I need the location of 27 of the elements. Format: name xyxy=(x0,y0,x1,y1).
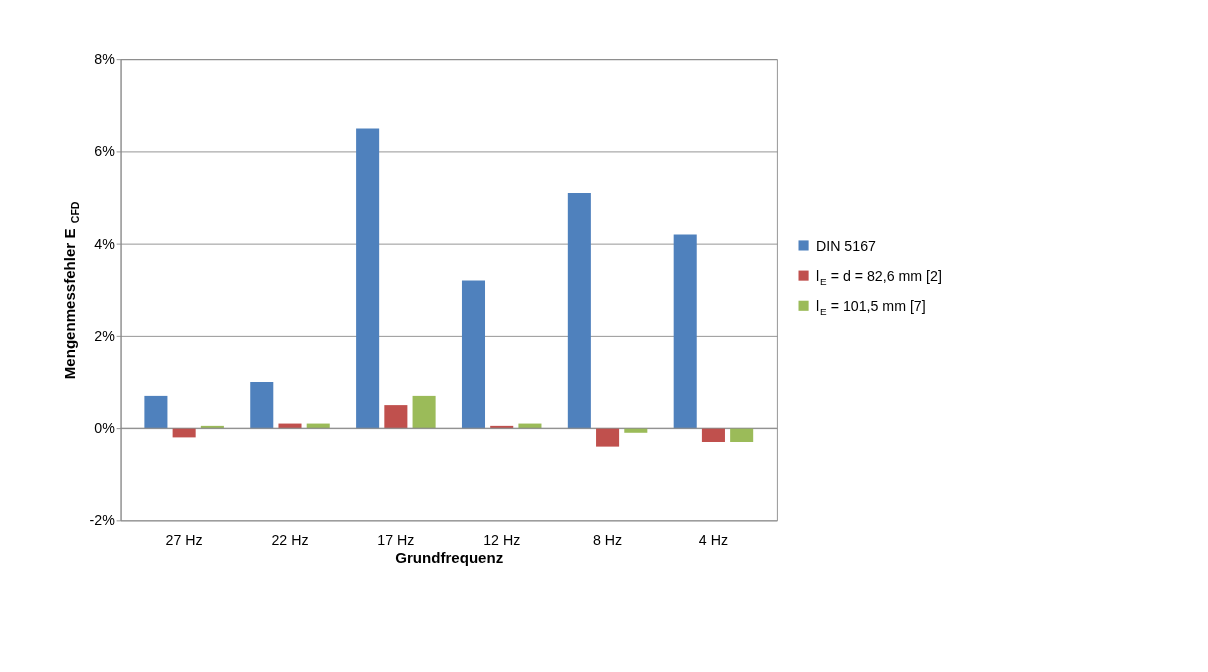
x-tick-label: 17 Hz xyxy=(377,531,415,548)
y-tick-label: 4% xyxy=(94,235,116,252)
x-tick-label: 4 Hz xyxy=(698,531,729,548)
bar xyxy=(567,192,591,429)
x-tick-label: 8 Hz xyxy=(592,531,623,548)
y-tick-label: -2% xyxy=(89,512,116,529)
bar xyxy=(384,405,408,429)
bar xyxy=(701,428,725,443)
x-tick-label: 12 Hz xyxy=(483,531,521,548)
bar xyxy=(356,128,380,429)
bar xyxy=(278,423,302,429)
bar xyxy=(412,395,436,429)
y-tick-label: 2% xyxy=(94,327,116,344)
y-tick-label: 6% xyxy=(94,143,116,160)
legend-label: DIN 5167 xyxy=(815,237,877,254)
x-tick-label: 27 Hz xyxy=(165,531,203,548)
bar xyxy=(596,428,620,447)
bar xyxy=(250,382,274,429)
y-tick-label: 8% xyxy=(94,51,116,68)
bar xyxy=(144,395,168,429)
y-axis-title: Mengenmessfehler ECFD xyxy=(60,201,82,380)
bar xyxy=(461,280,486,429)
bar xyxy=(730,428,754,443)
bar xyxy=(673,234,697,429)
x-axis-title: Grundfrequenz xyxy=(395,548,504,566)
y-tick-label: 0% xyxy=(94,420,116,437)
x-tick-label: 22 Hz xyxy=(271,531,309,548)
